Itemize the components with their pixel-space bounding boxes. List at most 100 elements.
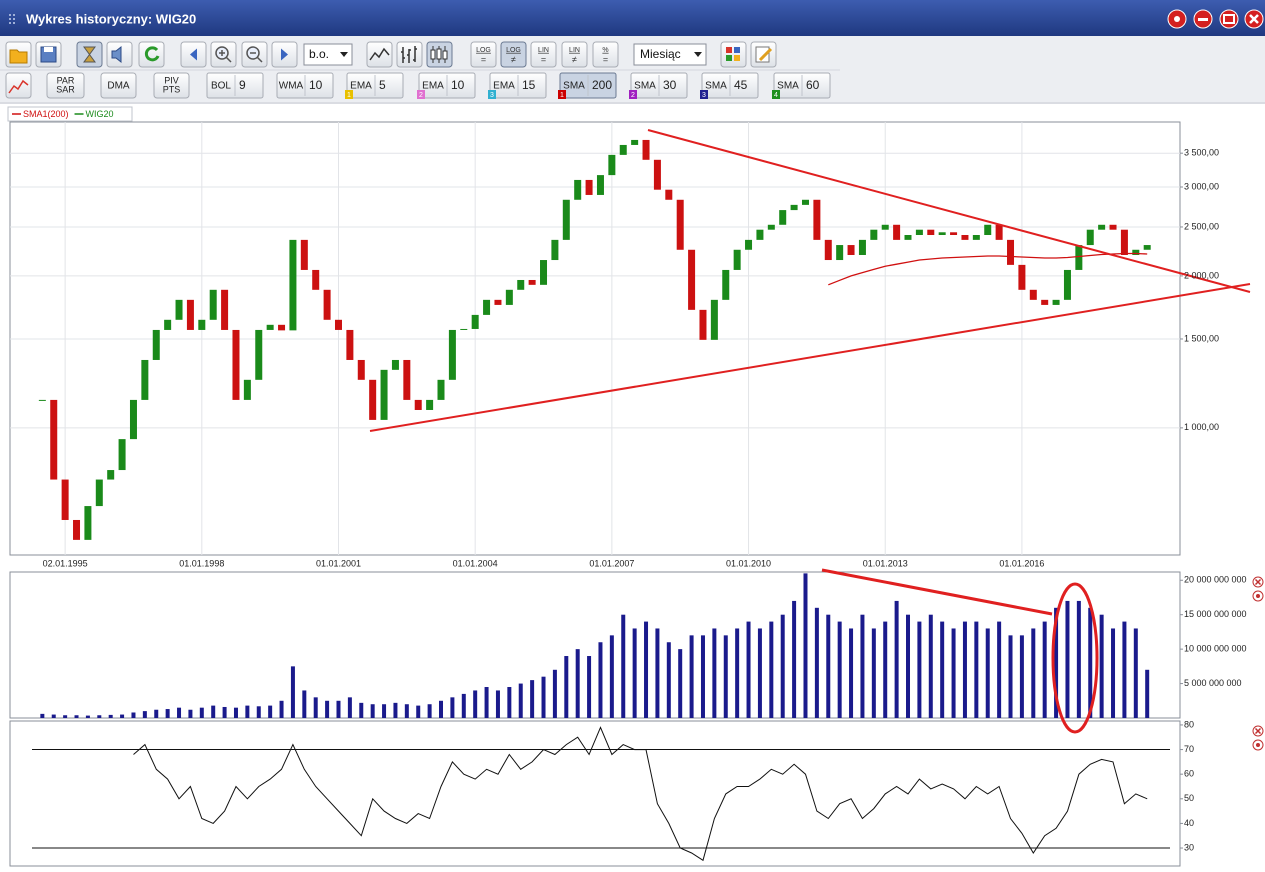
- bar: [1088, 607, 1093, 718]
- bar: [439, 700, 444, 718]
- icon: [758, 47, 773, 62]
- bar: [256, 706, 261, 718]
- bar: [1076, 600, 1081, 718]
- bar: [837, 621, 842, 718]
- bar: [290, 666, 295, 718]
- bar: [849, 628, 854, 718]
- bar: [678, 649, 683, 718]
- bar: [1031, 628, 1036, 718]
- refresh-button[interactable]: [138, 41, 165, 68]
- icon: [44, 47, 53, 52]
- candle: [95, 479, 103, 507]
- candle: [369, 379, 377, 420]
- text-button-label: DMA: [107, 81, 130, 92]
- indicator-menu-button[interactable]: [5, 72, 32, 99]
- candle: [824, 239, 832, 261]
- candle: [631, 139, 639, 145]
- icon: [1174, 16, 1180, 22]
- scale-button[interactable]: [470, 41, 497, 68]
- text-button[interactable]: [100, 72, 137, 99]
- bar: [940, 621, 945, 718]
- candle: [1132, 249, 1140, 255]
- indicator-name: SMA: [634, 81, 656, 92]
- scale-button[interactable]: [592, 41, 619, 68]
- candle: [426, 399, 434, 410]
- bar: [792, 600, 797, 718]
- indicator-slot: [772, 90, 780, 99]
- text-button[interactable]: [153, 72, 190, 99]
- bar: [495, 690, 500, 718]
- indicator-slot-number: 4: [774, 92, 778, 99]
- y-tick-label: 1 000,00: [1184, 422, 1219, 432]
- indicator-name: WMA: [279, 81, 304, 92]
- candle: [278, 324, 286, 331]
- bar: [245, 705, 250, 718]
- candle: [357, 359, 365, 380]
- y-tick-label: 5 000 000 000: [1184, 678, 1242, 688]
- maximize-button[interactable]: [1219, 9, 1239, 29]
- candle: [38, 399, 46, 401]
- candle: [1018, 264, 1026, 290]
- candle: [619, 144, 627, 155]
- bar: [632, 628, 637, 718]
- bar: [359, 702, 364, 718]
- scale-button[interactable]: [530, 41, 557, 68]
- candle: [722, 269, 730, 300]
- candle: [1029, 289, 1037, 300]
- candle: [483, 299, 491, 315]
- candle: [312, 269, 320, 290]
- bar: [541, 676, 546, 718]
- grip: [9, 14, 15, 24]
- bar: [518, 683, 523, 718]
- title-bar: [0, 0, 1265, 36]
- bar: [974, 621, 979, 718]
- candle: [801, 199, 809, 205]
- bar: [108, 714, 113, 718]
- candle: [129, 399, 137, 440]
- candle: [471, 314, 479, 329]
- bar: [1065, 600, 1070, 718]
- bar: [279, 700, 284, 718]
- window-title: Wykres historyczny: WIG20: [26, 11, 196, 26]
- scale-button[interactable]: [561, 41, 588, 68]
- icon: [111, 45, 122, 64]
- annotations: [369, 129, 1251, 734]
- indicator-param: 5: [379, 78, 386, 92]
- bar: [1145, 669, 1150, 718]
- bar: [142, 711, 147, 718]
- candle: [927, 229, 935, 236]
- candle: [1041, 299, 1049, 305]
- candle: [995, 224, 1003, 240]
- text-button[interactable]: [46, 72, 85, 99]
- layout-button[interactable]: [720, 41, 747, 68]
- icon: [1223, 14, 1235, 24]
- bar: [757, 628, 762, 718]
- bar: [1099, 614, 1104, 718]
- candle: [950, 232, 958, 236]
- bar: [211, 705, 216, 718]
- text-button-label: PAR: [57, 75, 75, 85]
- y-tick-label: 1 500,00: [1184, 333, 1219, 343]
- candle: [1086, 229, 1094, 246]
- line-chart-button[interactable]: [366, 41, 393, 68]
- candle: [847, 245, 855, 255]
- indicator-name: BOL: [211, 81, 231, 92]
- icon: [430, 49, 436, 60]
- candle: [391, 359, 399, 370]
- bar: [666, 642, 671, 718]
- interval-select[interactable]: [633, 43, 707, 66]
- candle: [107, 470, 115, 480]
- candle: [50, 399, 58, 480]
- bar: [1054, 607, 1059, 718]
- style-select[interactable]: [303, 43, 353, 66]
- bar: [370, 704, 375, 718]
- bar: [336, 700, 341, 718]
- icon: [9, 49, 28, 64]
- indicator-slot: [488, 90, 496, 99]
- bar: [199, 707, 204, 718]
- candle: [118, 439, 126, 471]
- scale-button[interactable]: [500, 41, 527, 68]
- candle: [1120, 229, 1128, 255]
- candle: [289, 239, 297, 331]
- scale-button-label: LOG: [476, 47, 491, 54]
